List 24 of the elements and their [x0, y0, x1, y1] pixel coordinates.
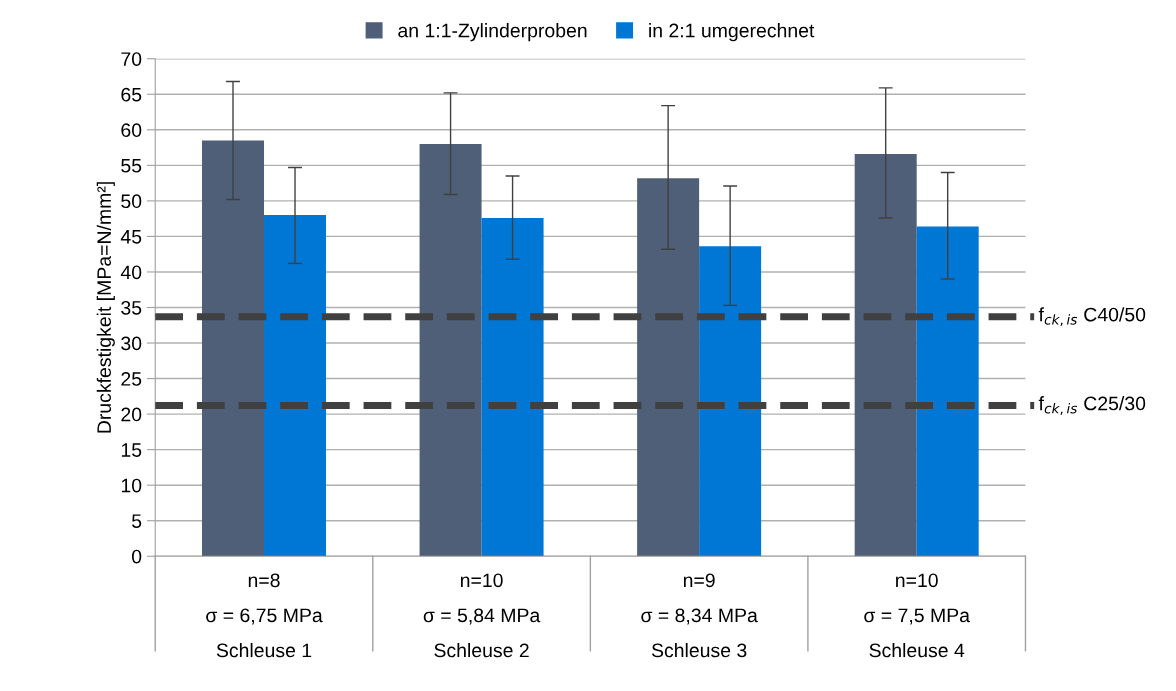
y-tick-label: 55	[121, 159, 142, 173]
y-tick-label: 70	[121, 52, 142, 66]
x-tick-label: n=10 σ = 5,84 MPa Schleuse 2	[423, 573, 541, 658]
legend-label: an 1:1-Zylinderproben	[398, 23, 587, 42]
y-tick-label: 60	[121, 123, 142, 138]
y-tick-label: 15	[121, 443, 142, 457]
y-tick-label: 10	[121, 478, 142, 493]
y-tick-label: 35	[121, 300, 142, 315]
y-tick-label: 45	[120, 230, 142, 244]
legend-label: in 2:1 umgerechnet	[649, 23, 815, 42]
y-tick-label: 5	[132, 514, 142, 528]
x-tick-label: n=9 σ = 8,34 MPa Schleuse 3	[641, 573, 758, 658]
ref-line-label: f$_{ck,is}$ C25/30	[1038, 396, 1146, 415]
x-tick-label: n=10 σ = 7,5 MPa Schleuse 4	[864, 573, 970, 658]
y-axis-title: Druckfestigkeit [MPa=N/mm²]	[96, 182, 115, 433]
y-tick-label: 20	[121, 407, 142, 422]
y-tick-label: 40	[120, 265, 142, 280]
ref-line-label: f$_{ck,is}$ C40/50	[1038, 307, 1146, 327]
x-tick-label: n=8 σ = 6,75 MPa Schleuse 1	[206, 573, 323, 658]
y-tick-label: 65	[121, 87, 142, 102]
y-tick-label: 50	[121, 194, 142, 209]
y-tick-label: 0	[131, 549, 142, 564]
y-tick-label: 30	[121, 336, 142, 351]
y-tick-label: 25	[121, 372, 142, 386]
